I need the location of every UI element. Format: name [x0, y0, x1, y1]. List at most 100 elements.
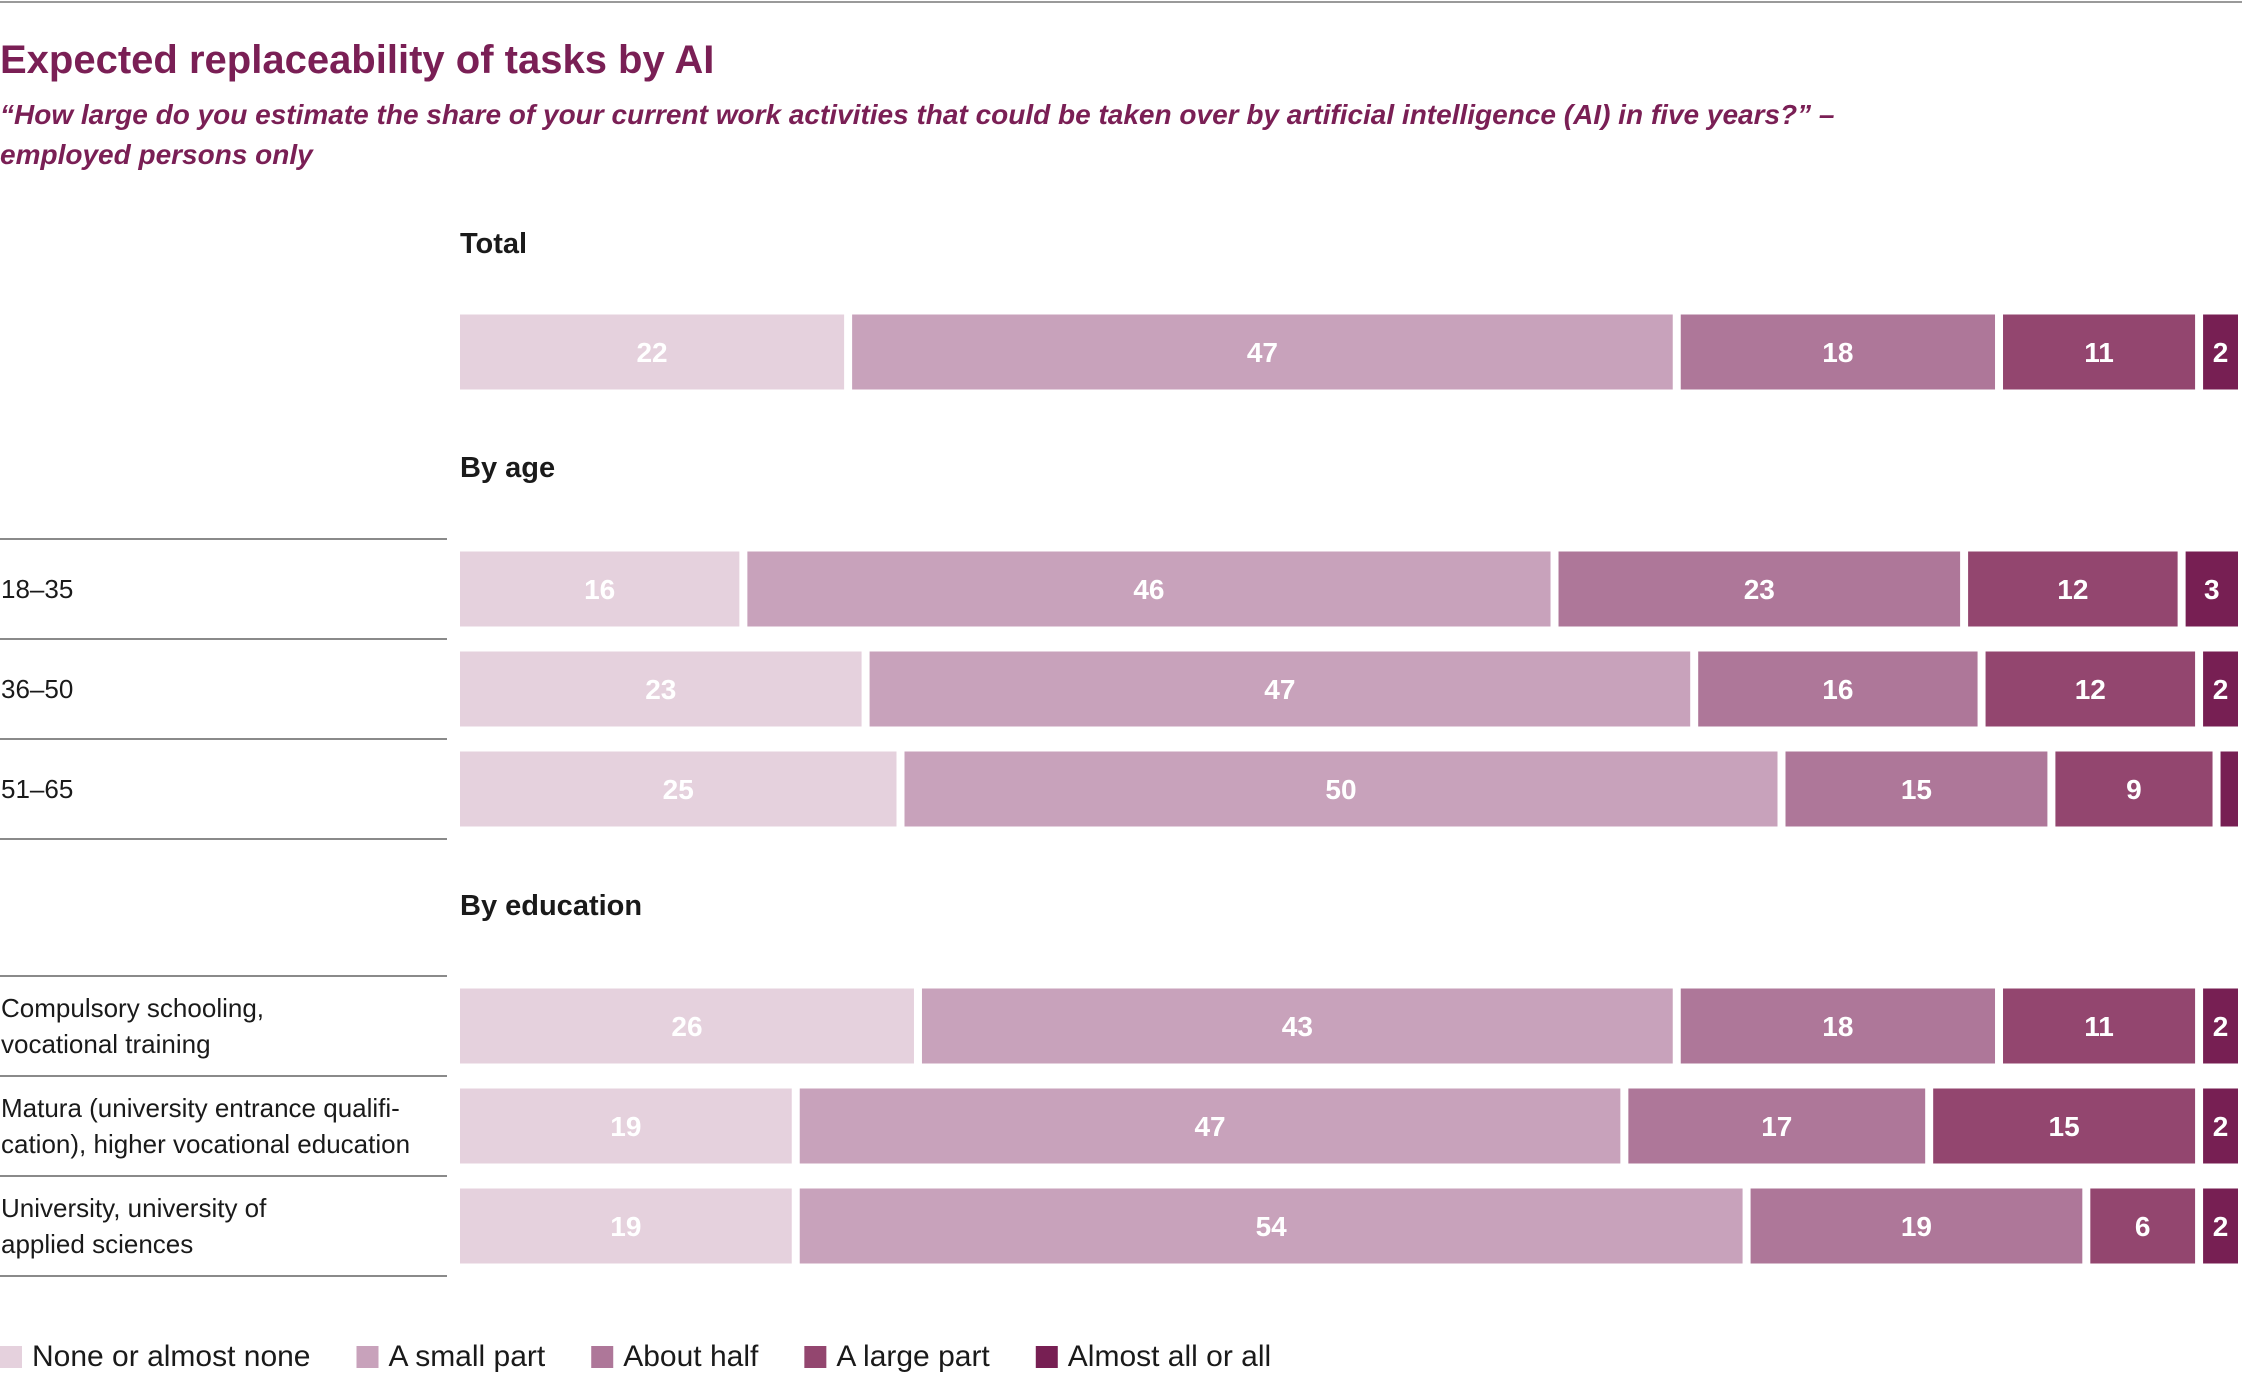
- bar-segment-a-large-part: [2003, 314, 2196, 390]
- data-label: 47: [1194, 1111, 1225, 1142]
- data-label: 19: [610, 1211, 641, 1242]
- legend-item-almost-all-or-all: Almost all or all: [1035, 1340, 1271, 1373]
- legend-item-none-or-almost-none: None or almost none: [0, 1340, 311, 1373]
- data-label: 18: [1822, 1011, 1853, 1042]
- bar-segment-almost-all-or-all: [2203, 1188, 2238, 1264]
- bar-segment-a-small-part: [921, 988, 1673, 1064]
- bar-segment-a-large-part: [2090, 1188, 2196, 1264]
- data-label: 2: [2213, 674, 2229, 705]
- bar-segment-none-or-almost-none: [460, 751, 897, 827]
- bar-segment-about-half: [1750, 1188, 2083, 1264]
- data-label: 16: [1822, 674, 1853, 705]
- bar-segment-a-large-part: [2055, 751, 2213, 827]
- data-label: 12: [2057, 574, 2088, 605]
- data-label: 9: [2126, 774, 2142, 805]
- bar-segment-a-small-part: [852, 314, 1673, 390]
- row-label: vocational training: [1, 1029, 211, 1059]
- bar-segment-almost-all-or-all: [2185, 551, 2238, 627]
- bar-segment-none-or-almost-none: [460, 988, 914, 1064]
- data-label: 25: [663, 774, 694, 805]
- bar-segment-none-or-almost-none: [460, 651, 862, 727]
- chart-subtitle-line-2: employed persons only: [0, 139, 314, 170]
- data-label: 2: [2213, 337, 2229, 368]
- row-label: applied sciences: [1, 1229, 193, 1259]
- row-label: 36–50: [1, 674, 73, 704]
- data-label: 43: [1282, 1011, 1313, 1042]
- bar-segment-about-half: [1558, 551, 1961, 627]
- bar-segment-about-half: [1785, 751, 2048, 827]
- legend-swatch: [1035, 1346, 1058, 1368]
- chart-subtitle-line-1: “How large do you estimate the share of …: [0, 99, 1835, 130]
- bar-segment-almost-all-or-all: [2203, 314, 2238, 390]
- legend-swatch: [591, 1346, 614, 1368]
- data-label: 2: [2213, 1011, 2229, 1042]
- bar-segment-almost-all-or-all: [2203, 651, 2238, 727]
- bar-segment-about-half: [1628, 1088, 1926, 1164]
- bar-segment-a-large-part: [1985, 651, 2196, 727]
- bar-segment-a-small-part: [747, 551, 1551, 627]
- bar-segment-a-small-part: [799, 1088, 1621, 1164]
- bar-segment-a-large-part: [1933, 1088, 2196, 1164]
- bar-segment-about-half: [1698, 651, 1978, 727]
- data-label: 17: [1761, 1111, 1792, 1142]
- data-label: 18: [1822, 337, 1853, 368]
- row-label: University, university of: [1, 1193, 267, 1223]
- bar-segment-about-half: [1680, 314, 1996, 390]
- group-heading-by-education: By education: [460, 890, 642, 922]
- data-label: 47: [1247, 337, 1278, 368]
- row-label: Matura (university entrance qualifi-: [1, 1093, 400, 1123]
- data-label: 19: [1901, 1211, 1932, 1242]
- bar-segment-almost-all-or-all: [2203, 988, 2238, 1064]
- bar-segment-none-or-almost-none: [460, 314, 845, 390]
- group-heading-total: Total: [460, 228, 527, 260]
- legend-swatch: [356, 1346, 379, 1368]
- data-label: 26: [671, 1011, 702, 1042]
- legend: None or almost none A small part About hal…: [0, 1340, 1271, 1373]
- data-label: 12: [2075, 674, 2106, 705]
- row-label: cation), higher vocational education: [1, 1129, 410, 1159]
- legend-swatch: [804, 1346, 827, 1368]
- bar-segment-a-large-part: [1968, 551, 2178, 627]
- bar-segment-none-or-almost-none: [460, 1188, 792, 1264]
- data-label: 2: [2213, 1111, 2229, 1142]
- data-label: 23: [645, 674, 676, 705]
- data-label: 22: [636, 337, 667, 368]
- bar-segment-a-large-part: [2003, 988, 2196, 1064]
- data-label: 50: [1325, 774, 1356, 805]
- data-label: 11: [2084, 337, 2114, 368]
- legend-item-a-small-part: A small part: [356, 1340, 546, 1373]
- row-label: 51–65: [1, 774, 73, 804]
- data-label: 47: [1264, 674, 1295, 705]
- row-label: Compulsory schooling,: [1, 993, 264, 1023]
- data-label: 2: [2213, 1211, 2229, 1242]
- legend-item-about-half: About half: [591, 1340, 759, 1373]
- data-label: 3: [2204, 574, 2220, 605]
- legend-label: A small part: [389, 1340, 546, 1373]
- bar-segment-a-small-part: [904, 751, 1778, 827]
- data-label: 19: [610, 1111, 641, 1142]
- group-heading-by-age: By age: [460, 452, 555, 484]
- legend-item-a-large-part: A large part: [804, 1340, 990, 1373]
- legend-label: None or almost none: [32, 1340, 311, 1373]
- bar-segment-a-small-part: [799, 1188, 1743, 1264]
- data-label: 23: [1744, 574, 1775, 605]
- legend-label: A large part: [836, 1340, 990, 1373]
- legend-label: About half: [623, 1340, 759, 1373]
- data-label: 6: [2135, 1211, 2151, 1242]
- bar-segment-almost-all-or-all: [2220, 751, 2238, 827]
- data-label: 54: [1256, 1211, 1288, 1242]
- data-label: 16: [584, 574, 615, 605]
- data-label: 15: [2049, 1111, 2080, 1142]
- legend-label: Almost all or all: [1068, 1340, 1271, 1373]
- bar-segment-none-or-almost-none: [460, 1088, 792, 1164]
- chart-title: Expected replaceability of tasks by AI: [0, 38, 714, 82]
- row-label: 18–35: [1, 574, 73, 604]
- bar-segment-about-half: [1680, 988, 1996, 1064]
- bar-segment-a-small-part: [869, 651, 1691, 727]
- legend-swatch: [0, 1346, 22, 1368]
- data-label: 15: [1901, 774, 1932, 805]
- bar-segment-none-or-almost-none: [460, 551, 740, 627]
- data-label: 46: [1133, 574, 1164, 605]
